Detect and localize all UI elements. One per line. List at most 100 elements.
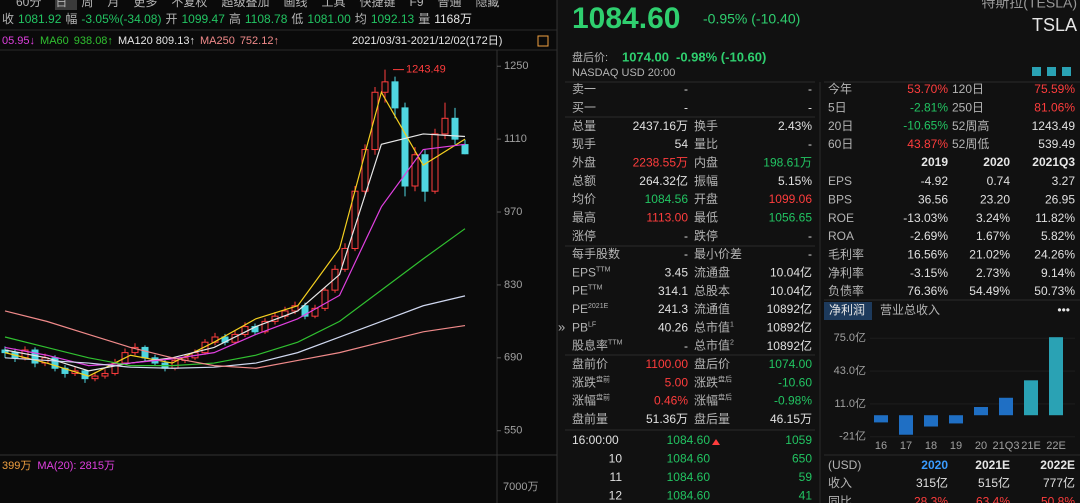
label-text: 53.70%	[907, 82, 948, 96]
trade-price: 1084.60	[667, 489, 711, 503]
tool-icon[interactable]	[1047, 67, 1056, 76]
field-label: 振幅	[694, 173, 718, 188]
ma-line	[4, 90, 466, 377]
field-label: 涨幅盘前	[572, 392, 610, 407]
period-label: 52周低	[952, 137, 989, 151]
fin-label: ROE	[828, 211, 854, 225]
period-value: 43.87%	[907, 137, 948, 151]
toolbar-button[interactable]: 超级叠加	[221, 0, 269, 9]
bar	[924, 415, 938, 427]
fin-value: 0.74	[987, 174, 1011, 188]
bar	[1049, 337, 1063, 416]
field-value: 3.45	[665, 265, 689, 279]
period-label: 20日	[828, 119, 853, 133]
toolbar-button[interactable]: 月	[107, 0, 119, 9]
active-tab-bg	[824, 302, 872, 320]
field-label: 流通盘	[694, 264, 730, 279]
label-text: 1100.00	[646, 357, 689, 371]
toolbar-button[interactable]: 日	[55, 0, 67, 9]
superscript: TTM	[596, 266, 611, 273]
candle-body	[431, 133, 439, 192]
stock-name: 特斯拉(TESLA)	[981, 0, 1077, 11]
field-value: 2238.55万	[633, 155, 688, 169]
income-value: 315亿	[916, 475, 948, 490]
toolbar-button[interactable]: 更多	[133, 0, 157, 9]
field-label: PE2021E	[572, 302, 609, 316]
field-value: 1100.00	[646, 357, 689, 371]
fin-value: 16.56%	[907, 247, 948, 261]
toolbar-button[interactable]: 工具	[321, 0, 345, 9]
field-label: 最高	[572, 209, 596, 224]
active-tab-bg	[55, 0, 77, 10]
label-text: 1059	[785, 433, 812, 447]
fin-value: 2.73%	[976, 266, 1010, 280]
toolbar-button[interactable]: 不复权	[171, 0, 207, 9]
field-value: 1074.00	[769, 357, 813, 371]
toolbar-button[interactable]: 周	[81, 0, 93, 9]
market-info: NASDAQ USD 20:00	[572, 67, 675, 79]
period-value: 1243.49	[1032, 119, 1076, 133]
label-text: 1084.60	[667, 452, 711, 466]
fin-label: 负债率	[828, 283, 864, 298]
period-value: 81.06%	[1034, 101, 1075, 115]
fin-year: 2021Q3	[1032, 155, 1075, 169]
field-value: 10.04亿	[770, 264, 812, 279]
fin-label: EPS	[828, 174, 852, 188]
tool-icon[interactable]	[1062, 67, 1071, 76]
label-text: 1084.60	[667, 470, 711, 484]
ma-item: MA120	[118, 35, 153, 47]
label-text: 1084.60	[667, 433, 711, 447]
field-label: 量比	[694, 137, 718, 151]
ma-line	[4, 143, 466, 367]
field-value: -10.60	[778, 375, 812, 389]
superscript: 盘后	[718, 392, 732, 401]
ma-legend: 05.95↓ MA60 938.08↑ MA120 809.13↑ MA250 752.12…	[2, 35, 279, 47]
field-value: 1084.56	[645, 192, 689, 206]
ma-item: 752.12↑	[240, 35, 279, 47]
tool-icon[interactable]	[1032, 67, 1041, 76]
candle-body	[391, 81, 399, 109]
label-text: 59	[799, 470, 813, 484]
label-text: -2.81%	[910, 101, 948, 115]
date-range: 2021/03/31-2021/12/02(172日)	[352, 35, 502, 47]
tab[interactable]: 营业总收入	[880, 303, 940, 317]
tab[interactable]: 净利润	[829, 303, 865, 317]
toolbar-button[interactable]: 快捷键	[359, 0, 395, 9]
field-value: 2.43%	[778, 119, 812, 133]
settings-icon[interactable]	[537, 35, 549, 47]
toolbar-button[interactable]: 画线	[283, 0, 307, 9]
toolbar-button[interactable]: 普通	[438, 0, 462, 9]
field-value: 10892亿	[767, 319, 812, 334]
label-text: 2021E	[975, 458, 1010, 472]
fin-value: -4.92	[921, 174, 949, 188]
field-label: EPSTTM	[572, 265, 611, 279]
field-value: 54	[675, 137, 689, 151]
quote-item: 均	[355, 12, 367, 26]
toolbar-button[interactable]: 60分	[16, 0, 41, 9]
fin-value: 3.27	[1052, 174, 1076, 188]
trade-time: 16:00:00	[572, 433, 619, 447]
toolbar-button[interactable]: F9	[410, 0, 424, 9]
quote-item: 量	[418, 12, 430, 26]
x-tick-label: 21Q3	[993, 440, 1020, 452]
field-value: 10892亿	[767, 301, 812, 316]
trade-volume: 650	[792, 452, 812, 466]
fin-label: BPS	[828, 193, 852, 207]
label-text: PB	[572, 320, 588, 334]
field-label: 跌停	[694, 228, 718, 243]
toolbar-button[interactable]: 隐藏	[476, 0, 500, 9]
price-tick-label: 690	[504, 352, 522, 364]
superscript: 盘后	[718, 374, 732, 383]
fin-value: 26.95	[1045, 193, 1075, 207]
collapse-button[interactable]: »	[558, 319, 565, 334]
fin-value: 23.20	[980, 193, 1010, 207]
field-label: PETTM	[572, 284, 603, 298]
more-button[interactable]: •••	[1057, 303, 1070, 317]
candle-body	[201, 341, 209, 354]
field-value: -	[808, 101, 812, 115]
ma-line	[4, 310, 466, 369]
price-tick-label: 970	[504, 206, 522, 218]
fin-value: 3.24%	[976, 211, 1010, 225]
